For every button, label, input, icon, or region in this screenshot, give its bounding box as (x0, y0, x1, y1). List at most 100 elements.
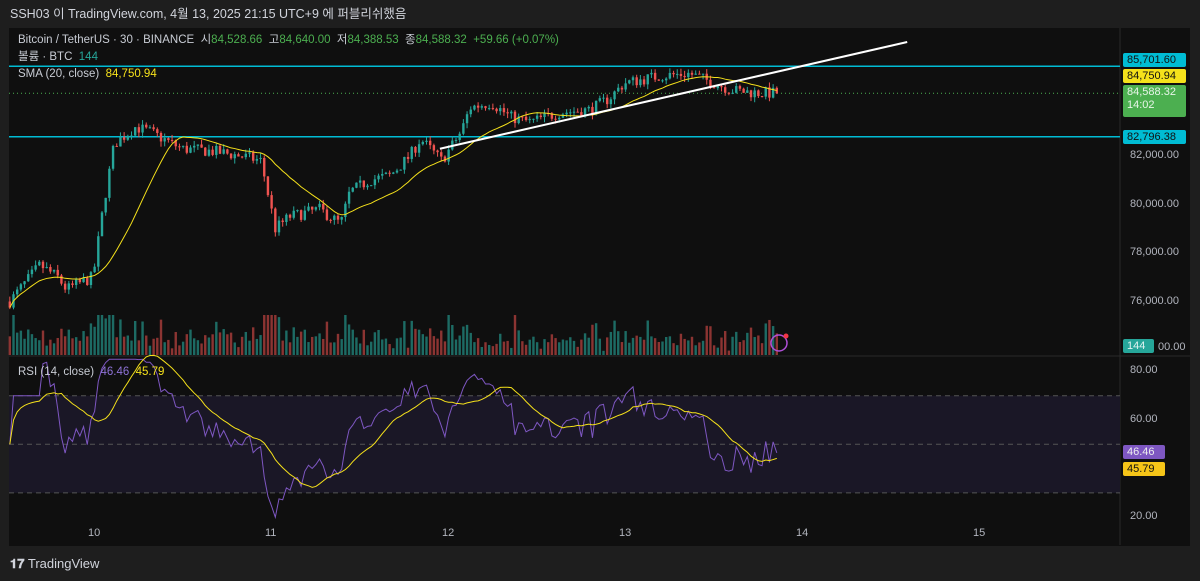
rsi-tick-label: 60.00 (1130, 413, 1158, 425)
volume-legend[interactable]: 볼륨 · BTC 144 (18, 50, 98, 64)
candle-body (476, 105, 480, 108)
candle-body (23, 281, 26, 285)
candle-body (362, 180, 366, 188)
candle-body (609, 99, 613, 105)
volume-bar (631, 337, 635, 355)
volume-bar (108, 315, 111, 355)
volume-bar (576, 346, 579, 355)
candle-body (248, 152, 251, 154)
candle-body (307, 206, 310, 211)
volume-bar (517, 330, 520, 355)
candle-body (141, 124, 144, 133)
candle-body (528, 119, 531, 121)
volume-bar (362, 329, 366, 355)
candle-body (591, 106, 594, 115)
candle-body (742, 88, 745, 93)
volume-value: 144 (78, 51, 98, 63)
time-tick-label: 10 (88, 527, 101, 539)
volume-bar (97, 315, 100, 355)
candle-body (318, 203, 321, 208)
volume-bar (454, 339, 458, 355)
rsi-tick-label: 20.00 (1130, 510, 1158, 523)
volume-bar (178, 345, 181, 355)
tradingview-logo[interactable]: 𝟏𝟕 TradingView (10, 556, 99, 572)
volume-bar (532, 336, 535, 355)
candle-body (207, 149, 211, 156)
volume-bar (399, 337, 402, 355)
volume-bar (41, 330, 45, 355)
candle-body (200, 144, 203, 148)
candle-body (395, 170, 399, 173)
volume-bar (624, 331, 627, 355)
candle-body (735, 86, 738, 93)
volume-bar (163, 342, 166, 355)
volume-bar (381, 339, 384, 355)
candle-body (698, 73, 701, 75)
volume-bar (465, 324, 469, 355)
volume-bar (384, 338, 388, 355)
candle-body (49, 266, 52, 272)
candle-body (723, 87, 727, 93)
volume-bar (690, 336, 694, 355)
volume-bar (344, 315, 347, 355)
time-tick-label: 13 (619, 527, 632, 539)
volume-bar (395, 338, 399, 355)
last-price: 84,588.32 (1127, 86, 1176, 98)
volume-bar (340, 339, 343, 355)
sma-legend[interactable]: SMA (20, close) 84,750.94 (18, 67, 157, 81)
volume-bar (462, 326, 465, 355)
volume-bar (115, 337, 118, 355)
candle-body (642, 79, 646, 85)
volume-bar (19, 330, 23, 355)
rsi-ma-value: 45.79 (135, 366, 165, 378)
candle-body (148, 127, 152, 129)
candle-body (163, 138, 166, 142)
volume-bar (561, 339, 565, 355)
sma-price-tag: 84,750.94 (1123, 69, 1186, 83)
volume-bar (388, 344, 391, 355)
volume-bar (152, 338, 155, 355)
candle-body (292, 210, 295, 218)
candle-body (399, 169, 402, 171)
symbol-name[interactable]: Bitcoin / TetherUS · 30 · BINANCE (18, 34, 195, 46)
candle-body (513, 111, 517, 124)
price-tick-label: 82,000.00 (1130, 149, 1179, 161)
candle-body (314, 207, 318, 210)
candle-body (204, 147, 207, 156)
candle-body (624, 83, 627, 90)
volume-bar (760, 343, 764, 355)
volume-bar (159, 319, 163, 355)
volume-bar (56, 337, 59, 355)
candle-body (712, 87, 716, 89)
candle-body (561, 114, 565, 118)
volume-bar (119, 319, 122, 355)
volume-bar (63, 336, 67, 355)
volume-bar (255, 338, 259, 355)
volume-bar (543, 339, 546, 355)
volume-bar (701, 340, 705, 355)
volume-bar (421, 334, 425, 355)
volume-bar (723, 331, 727, 355)
volume-bar (336, 333, 340, 355)
volume-bar (650, 336, 653, 355)
volume-bar (310, 336, 314, 355)
candle-body (403, 156, 406, 170)
volume-bar (89, 323, 93, 355)
volume-bar (565, 340, 568, 355)
volume-bar (716, 347, 720, 355)
volume-bar (259, 335, 262, 355)
volume-bar (30, 334, 34, 355)
candle-body (480, 106, 484, 108)
volume-bar (86, 336, 89, 355)
candle-body (421, 141, 425, 145)
volume-bar (646, 320, 649, 355)
candle-body (369, 185, 373, 187)
candle-body (694, 73, 697, 75)
candle-body (233, 154, 236, 159)
candle-body (358, 180, 362, 183)
candle-body (440, 152, 443, 157)
rsi-legend[interactable]: RSI (14, close) 46.46 45.79 (18, 365, 164, 379)
candle-body (417, 144, 421, 153)
rsi-line (9, 358, 778, 520)
